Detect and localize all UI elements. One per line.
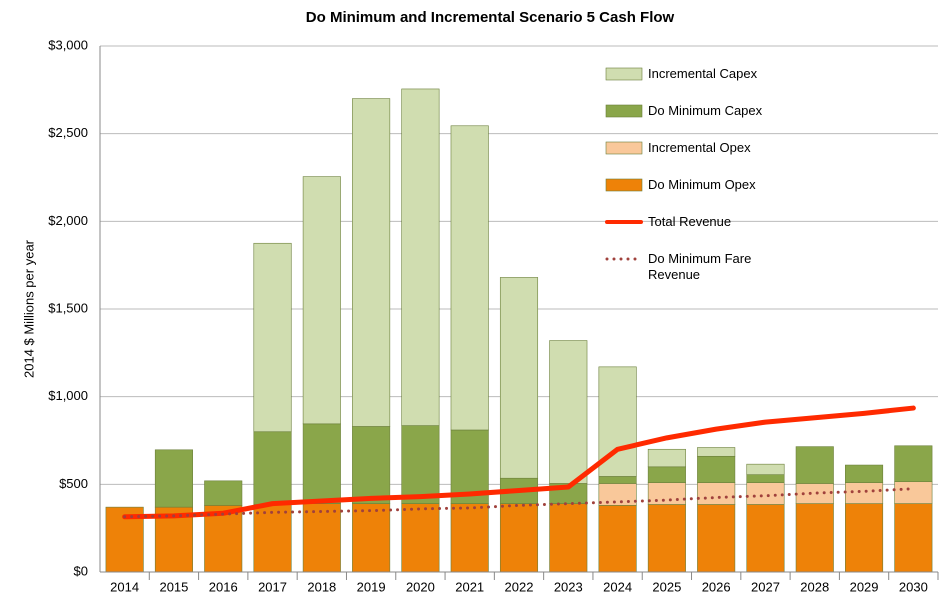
- bar-segment: [352, 503, 391, 573]
- legend-swatch: [605, 220, 643, 224]
- legend: Incremental Capex Do Minimum Capex Increme…: [604, 66, 804, 288]
- bar-segment: [746, 463, 785, 475]
- bar-segment: [598, 505, 637, 573]
- bar-segment: [253, 504, 292, 573]
- chart-title: Do Minimum and Incremental Scenario 5 Ca…: [306, 9, 675, 26]
- bar-segment: [352, 426, 391, 504]
- bar-segment: [746, 482, 785, 505]
- y-tick-label: $1,500: [48, 300, 88, 315]
- line-series: [123, 487, 915, 519]
- bar-segment: [450, 125, 489, 431]
- bar-segment: [204, 505, 243, 573]
- bar-segment: [401, 425, 440, 504]
- bar-segment: [795, 483, 834, 504]
- bar-segment: [401, 88, 440, 426]
- legend-box: [605, 104, 643, 118]
- bar-segment: [894, 445, 933, 483]
- bar-segment: [253, 242, 292, 433]
- legend-box: [605, 141, 643, 155]
- bar-segment: [401, 503, 440, 573]
- bar-segment: [154, 449, 193, 508]
- bar-segment: [894, 481, 933, 504]
- x-tick-label: 2021: [455, 579, 484, 594]
- bar-segment: [204, 480, 243, 506]
- legend-box: [605, 178, 643, 192]
- bar-segment: [450, 503, 489, 573]
- x-tick-label: 2030: [899, 579, 928, 594]
- legend-entry: Do Minimum Fare Revenue: [604, 251, 804, 288]
- bar-segment: [302, 423, 341, 504]
- legend-label: Do Minimum Capex: [648, 103, 763, 118]
- bar-segment: [697, 482, 736, 505]
- legend-swatch: [605, 141, 643, 155]
- y-tick-label: $1,000: [48, 388, 88, 403]
- x-tick-label: 2026: [702, 579, 731, 594]
- legend-swatch: [605, 257, 643, 261]
- bar-segment: [302, 503, 341, 573]
- legend-label: Do Minimum Fare Revenue: [648, 251, 752, 282]
- y-tick-label: $500: [59, 476, 88, 491]
- bar-segment: [598, 483, 637, 506]
- x-tick-label: 2022: [505, 579, 534, 594]
- bar-segment: [845, 464, 884, 483]
- x-tick-label: 2025: [652, 579, 681, 594]
- bar-segment: [746, 474, 785, 483]
- bar-segment: [647, 466, 686, 483]
- bar-segment: [845, 503, 884, 573]
- x-tick-label: 2015: [159, 579, 188, 594]
- legend-label: Total Revenue: [648, 214, 732, 229]
- bar-segment: [746, 504, 785, 573]
- legend-entry: Incremental Capex: [604, 66, 804, 103]
- legend-label: Do Minimum Opex: [648, 177, 756, 192]
- legend-swatch: [605, 178, 643, 192]
- bar-segment: [549, 340, 588, 484]
- x-tick-label: 2016: [209, 579, 238, 594]
- bar-segment: [598, 476, 637, 484]
- bar-segment: [499, 277, 539, 479]
- legend-label: Incremental Opex: [648, 140, 751, 155]
- x-tick-label: 2027: [751, 579, 780, 594]
- bar-segment: [845, 482, 884, 504]
- x-tick-label: 2017: [258, 579, 287, 594]
- bar-segment: [302, 176, 341, 425]
- bar-segment: [549, 503, 588, 573]
- legend-entry: Do Minimum Opex: [604, 177, 804, 214]
- y-axis-label: 2014 $ Millions per year: [21, 239, 36, 378]
- legend-swatch: [605, 104, 643, 118]
- y-tick-label: $2,500: [48, 125, 88, 140]
- bar-segment: [894, 503, 933, 573]
- line-series: [122, 405, 916, 520]
- bar-segment: [697, 504, 736, 573]
- x-tick-label: 2014: [110, 579, 139, 594]
- y-tick-label: $2,000: [48, 213, 88, 228]
- bar-segment: [647, 448, 686, 468]
- legend-entry: Do Minimum Capex: [604, 103, 804, 140]
- x-tick-label: 2028: [800, 579, 829, 594]
- x-tick-label: 2023: [554, 579, 583, 594]
- legend-entry: Total Revenue: [604, 214, 804, 251]
- x-tick-label: 2029: [850, 579, 879, 594]
- bar-segment: [697, 447, 736, 457]
- x-tick-label: 2020: [406, 579, 435, 594]
- bar-segment: [499, 503, 539, 573]
- y-tick-label: $3,000: [48, 37, 88, 52]
- legend-entry: Incremental Opex: [604, 140, 804, 177]
- legend-label: Incremental Capex: [648, 66, 758, 81]
- legend-swatch: [605, 67, 643, 81]
- x-tick-label: 2019: [357, 579, 386, 594]
- bar-segment: [647, 504, 686, 573]
- bar-segment: [795, 446, 834, 484]
- bar-segment: [647, 482, 686, 505]
- bar-segment: [253, 431, 292, 505]
- bar-segment: [352, 98, 391, 427]
- y-tick-label: $0: [74, 563, 88, 578]
- x-tick-label: 2024: [603, 579, 632, 594]
- legend-box: [605, 67, 643, 81]
- x-tick-label: 2018: [307, 579, 336, 594]
- bar-segment: [795, 503, 834, 573]
- bar-segment: [697, 455, 736, 483]
